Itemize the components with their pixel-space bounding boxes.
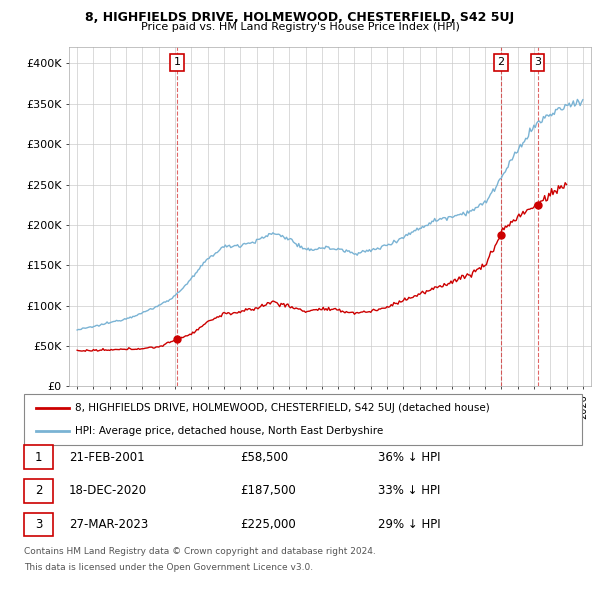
Text: 33% ↓ HPI: 33% ↓ HPI	[378, 484, 440, 497]
Text: 8, HIGHFIELDS DRIVE, HOLMEWOOD, CHESTERFIELD, S42 5UJ: 8, HIGHFIELDS DRIVE, HOLMEWOOD, CHESTERF…	[85, 11, 515, 24]
Text: Price paid vs. HM Land Registry's House Price Index (HPI): Price paid vs. HM Land Registry's House …	[140, 22, 460, 32]
Text: Contains HM Land Registry data © Crown copyright and database right 2024.: Contains HM Land Registry data © Crown c…	[24, 547, 376, 556]
Text: 18-DEC-2020: 18-DEC-2020	[69, 484, 147, 497]
Text: 1: 1	[173, 57, 181, 67]
Text: 8, HIGHFIELDS DRIVE, HOLMEWOOD, CHESTERFIELD, S42 5UJ (detached house): 8, HIGHFIELDS DRIVE, HOLMEWOOD, CHESTERF…	[75, 403, 490, 413]
Text: 3: 3	[534, 57, 541, 67]
Text: £58,500: £58,500	[240, 451, 288, 464]
Text: 2: 2	[35, 484, 42, 497]
Text: 21-FEB-2001: 21-FEB-2001	[69, 451, 145, 464]
Text: 2: 2	[497, 57, 505, 67]
Text: 1: 1	[35, 451, 42, 464]
Text: 36% ↓ HPI: 36% ↓ HPI	[378, 451, 440, 464]
Text: £187,500: £187,500	[240, 484, 296, 497]
Text: 3: 3	[35, 518, 42, 531]
Text: 29% ↓ HPI: 29% ↓ HPI	[378, 518, 440, 531]
Text: £225,000: £225,000	[240, 518, 296, 531]
Text: HPI: Average price, detached house, North East Derbyshire: HPI: Average price, detached house, Nort…	[75, 426, 383, 436]
Text: 27-MAR-2023: 27-MAR-2023	[69, 518, 148, 531]
Text: This data is licensed under the Open Government Licence v3.0.: This data is licensed under the Open Gov…	[24, 563, 313, 572]
